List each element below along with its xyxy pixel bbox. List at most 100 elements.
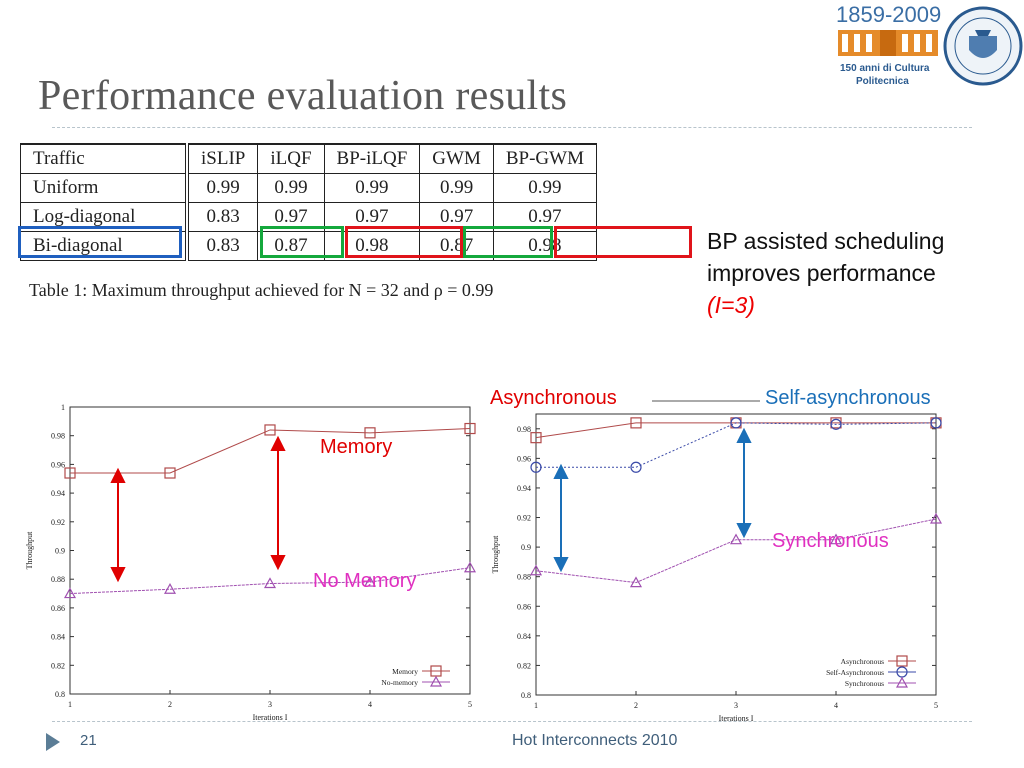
data-point (630, 461, 642, 473)
data-point (629, 576, 643, 588)
logo-line2: Politecnica (856, 76, 909, 87)
data-point (929, 512, 943, 524)
y-tick-label: 0.96 (51, 460, 65, 469)
data-point (530, 432, 542, 444)
x-tick-label: 3 (734, 701, 738, 710)
table-header-row: Traffic iSLIP iLQF BP-iLQF GWM BP-GWM (20, 143, 597, 174)
y-tick-label: 0.94 (51, 489, 65, 498)
y-tick-label: 0.9 (521, 543, 531, 552)
legend: Asynchronous Self-Asynchronous Synchronous (826, 655, 916, 688)
table-header-cell: BP-GWM (492, 143, 597, 174)
y-tick-label: 0.84 (517, 632, 531, 641)
y-tick-label: 0.82 (51, 661, 65, 670)
highlight-bidiagonal (18, 226, 182, 258)
highlight-gwm (463, 226, 553, 258)
table-header-cell: iLQF (257, 143, 325, 174)
y-axis-label: Throughput (25, 531, 34, 570)
y-tick-label: 0.82 (517, 661, 531, 670)
table-cell: 0.83 (186, 202, 258, 232)
data-point (164, 467, 176, 479)
data-point (463, 561, 477, 573)
async-chart: 0.8 0.82 0.84 0.86 0.88 0.9 0.92 0.94 0.96 0.98 1 2… (491, 413, 943, 723)
double-arrow-icon (110, 467, 126, 583)
legend: Memory No-memory (381, 665, 450, 687)
y-tick-label: 0.88 (517, 573, 531, 582)
self-asynchronous-annotation: Self-asynchronous (765, 387, 931, 409)
data-point (930, 417, 942, 429)
note-text: BP assisted scheduling improves performa… (707, 225, 944, 321)
table-cell: 0.99 (186, 173, 258, 203)
table-cell: 0.99 (323, 173, 420, 203)
legend-label: Memory (392, 667, 418, 676)
data-point (63, 587, 77, 599)
data-point (364, 427, 376, 439)
table-cell: 0.99 (492, 173, 597, 203)
highlight-bp-ilqf (345, 226, 463, 258)
table-header-cell: GWM (419, 143, 494, 174)
x-tick-label: 2 (634, 701, 638, 710)
y-tick-label: 0.84 (51, 633, 65, 642)
note-line: BP assisted scheduling (707, 228, 945, 254)
x-tick-label: 1 (534, 701, 538, 710)
data-point (64, 467, 76, 479)
page-number: 21 (80, 732, 97, 749)
legend-label: No-memory (381, 678, 418, 687)
data-point (895, 676, 909, 688)
memory-annotation: Memory (320, 436, 393, 458)
memory-chart: 0.8 0.82 0.84 0.86 0.88 0.9 0.92 0.94 0.96 0.98 1 1… (25, 403, 477, 722)
series-synchronous (529, 512, 943, 588)
footer-divider (52, 721, 972, 722)
footer-bullet-icon (46, 733, 60, 751)
series-line (69, 567, 471, 595)
highlight-bp-gwm (554, 226, 692, 258)
legend-label: Asynchronous (841, 657, 884, 666)
x-axis-label: Iterations I (719, 714, 754, 723)
data-point (896, 655, 908, 667)
seal-icon (943, 6, 1023, 86)
series-self-asynchronous (530, 417, 942, 473)
synchronous-annotation: Synchronous (772, 530, 889, 552)
x-tick-label: 1 (68, 700, 72, 709)
y-tick-label: 0.98 (51, 432, 65, 441)
table-header-cell: BP-iLQF (323, 143, 420, 174)
y-tick-label: 0.86 (517, 602, 531, 611)
table-header-cell: iSLIP (186, 143, 258, 174)
y-tick-label: 0.86 (51, 604, 65, 613)
data-point (630, 417, 642, 429)
data-point (729, 533, 743, 545)
table-cell: Uniform (20, 173, 189, 203)
y-tick-label: 0.9 (55, 547, 65, 556)
logo-years: 1859-2009 (836, 2, 941, 27)
note-line: (I=3) (707, 292, 755, 318)
footer-text: Hot Interconnects 2010 (512, 732, 678, 749)
data-point (163, 583, 177, 594)
y-tick-label: 0.8 (521, 691, 531, 700)
y-tick-label: 0.8 (55, 690, 65, 699)
highlight-ilqf (260, 226, 344, 258)
y-tick-label: 0.88 (51, 575, 65, 584)
series-no-memory (63, 561, 477, 599)
data-point (429, 675, 443, 687)
series-line (536, 422, 937, 468)
data-point (264, 424, 276, 436)
table-caption: Table 1: Maximum throughput achieved for… (29, 280, 494, 300)
y-axis-label: Throughput (491, 535, 500, 574)
x-axis-label: Iterations I (253, 713, 288, 722)
legend-label: Synchronous (845, 679, 884, 688)
data-point (830, 418, 842, 430)
asynchronous-annotation: Asynchronous (490, 387, 617, 409)
x-tick-label: 2 (168, 700, 172, 709)
data-point (730, 417, 742, 429)
throughput-table: Traffic iSLIP iLQF BP-iLQF GWM BP-GWM Un… (20, 143, 597, 261)
table-cell: 0.99 (419, 173, 494, 203)
data-point (529, 564, 543, 576)
no-memory-annotation: No Memory (313, 570, 417, 592)
double-arrow-icon (736, 427, 752, 539)
x-tick-label: 4 (834, 701, 838, 710)
series-line (70, 428, 471, 474)
y-tick-label: 0.96 (517, 454, 531, 463)
table-header-cell: Traffic (20, 143, 189, 174)
title-divider (52, 127, 972, 128)
note-line: improves performance (707, 260, 936, 286)
